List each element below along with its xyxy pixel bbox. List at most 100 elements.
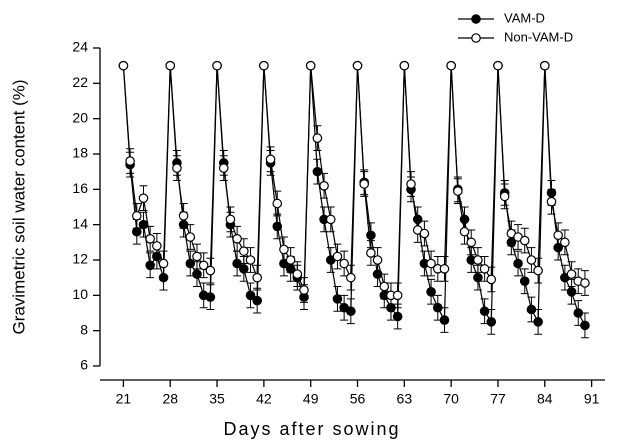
marker bbox=[580, 278, 590, 288]
marker bbox=[372, 255, 383, 265]
marker bbox=[519, 276, 530, 286]
marker bbox=[158, 258, 169, 269]
marker bbox=[185, 258, 196, 269]
marker bbox=[526, 304, 537, 315]
x-tick-label: 49 bbox=[303, 391, 319, 407]
marker bbox=[252, 295, 262, 306]
y-tick-label: 10 bbox=[72, 286, 88, 302]
marker bbox=[172, 163, 182, 173]
marker bbox=[165, 60, 176, 71]
marker bbox=[392, 311, 403, 322]
marker bbox=[312, 133, 323, 143]
marker bbox=[305, 60, 316, 71]
marker bbox=[526, 255, 537, 265]
marker bbox=[453, 186, 463, 196]
marker bbox=[239, 246, 249, 256]
marker bbox=[205, 265, 216, 276]
x-tick-label: 91 bbox=[584, 391, 600, 407]
marker bbox=[325, 214, 336, 225]
marker bbox=[332, 251, 343, 262]
marker bbox=[292, 269, 303, 279]
marker bbox=[138, 219, 149, 230]
marker bbox=[212, 60, 222, 71]
marker bbox=[540, 60, 550, 71]
marker bbox=[473, 272, 483, 283]
marker bbox=[252, 272, 262, 283]
x-tick-label: 56 bbox=[350, 391, 366, 407]
marker bbox=[533, 317, 543, 327]
marker bbox=[198, 260, 209, 271]
marker bbox=[473, 255, 483, 265]
marker bbox=[152, 241, 162, 251]
marker bbox=[446, 60, 456, 71]
marker bbox=[366, 248, 376, 258]
marker bbox=[419, 228, 430, 239]
marker bbox=[466, 237, 477, 248]
marker bbox=[312, 166, 323, 177]
marker bbox=[352, 60, 363, 71]
marker bbox=[279, 244, 289, 255]
x-tick-label: 77 bbox=[490, 391, 506, 407]
legend-marker bbox=[471, 33, 481, 43]
marker bbox=[285, 255, 296, 265]
y-tick-label: 12 bbox=[72, 251, 88, 267]
marker bbox=[185, 232, 196, 242]
marker bbox=[359, 179, 370, 189]
marker bbox=[265, 154, 276, 165]
x-tick-label: 63 bbox=[397, 391, 413, 407]
marker bbox=[192, 251, 202, 262]
marker bbox=[533, 265, 543, 276]
legend-marker bbox=[471, 14, 481, 24]
marker bbox=[145, 260, 155, 271]
marker bbox=[145, 234, 155, 244]
marker bbox=[272, 221, 283, 232]
marker bbox=[232, 234, 242, 244]
marker bbox=[459, 226, 470, 237]
marker bbox=[560, 237, 570, 248]
x-tick-label: 84 bbox=[537, 391, 553, 407]
legend-label: Non-VAM-D bbox=[504, 29, 573, 44]
marker bbox=[272, 198, 283, 209]
marker bbox=[486, 274, 497, 285]
marker bbox=[439, 264, 450, 274]
marker bbox=[239, 264, 249, 274]
marker bbox=[519, 235, 530, 246]
marker bbox=[346, 272, 356, 283]
marker bbox=[131, 211, 142, 221]
marker bbox=[259, 60, 269, 71]
marker bbox=[566, 269, 577, 279]
marker bbox=[205, 292, 216, 302]
marker bbox=[346, 306, 356, 317]
y-tick-label: 6 bbox=[80, 357, 88, 373]
marker bbox=[192, 269, 202, 279]
marker bbox=[432, 302, 443, 313]
marker bbox=[573, 308, 584, 318]
marker bbox=[580, 320, 590, 331]
y-tick-label: 8 bbox=[80, 321, 88, 337]
marker bbox=[118, 60, 129, 71]
x-tick-label: 70 bbox=[443, 391, 459, 407]
series-line bbox=[122, 65, 586, 326]
marker bbox=[178, 211, 189, 221]
y-tick-label: 16 bbox=[72, 180, 88, 196]
x-tick-label: 28 bbox=[162, 391, 178, 407]
marker bbox=[513, 258, 523, 269]
x-axis-label: Days after sowing bbox=[223, 419, 400, 439]
marker bbox=[131, 226, 142, 237]
x-tick-label: 21 bbox=[116, 391, 132, 407]
y-tick-label: 14 bbox=[72, 215, 88, 231]
marker bbox=[546, 196, 557, 207]
marker bbox=[245, 290, 256, 301]
marker bbox=[479, 264, 490, 274]
marker bbox=[225, 214, 236, 225]
marker bbox=[406, 179, 416, 189]
marker bbox=[138, 193, 149, 203]
marker bbox=[426, 286, 436, 297]
y-tick-label: 22 bbox=[72, 74, 88, 90]
y-tick-label: 20 bbox=[72, 109, 88, 125]
marker bbox=[566, 286, 577, 297]
marker bbox=[366, 230, 376, 241]
marker bbox=[499, 191, 510, 202]
marker bbox=[399, 60, 410, 71]
